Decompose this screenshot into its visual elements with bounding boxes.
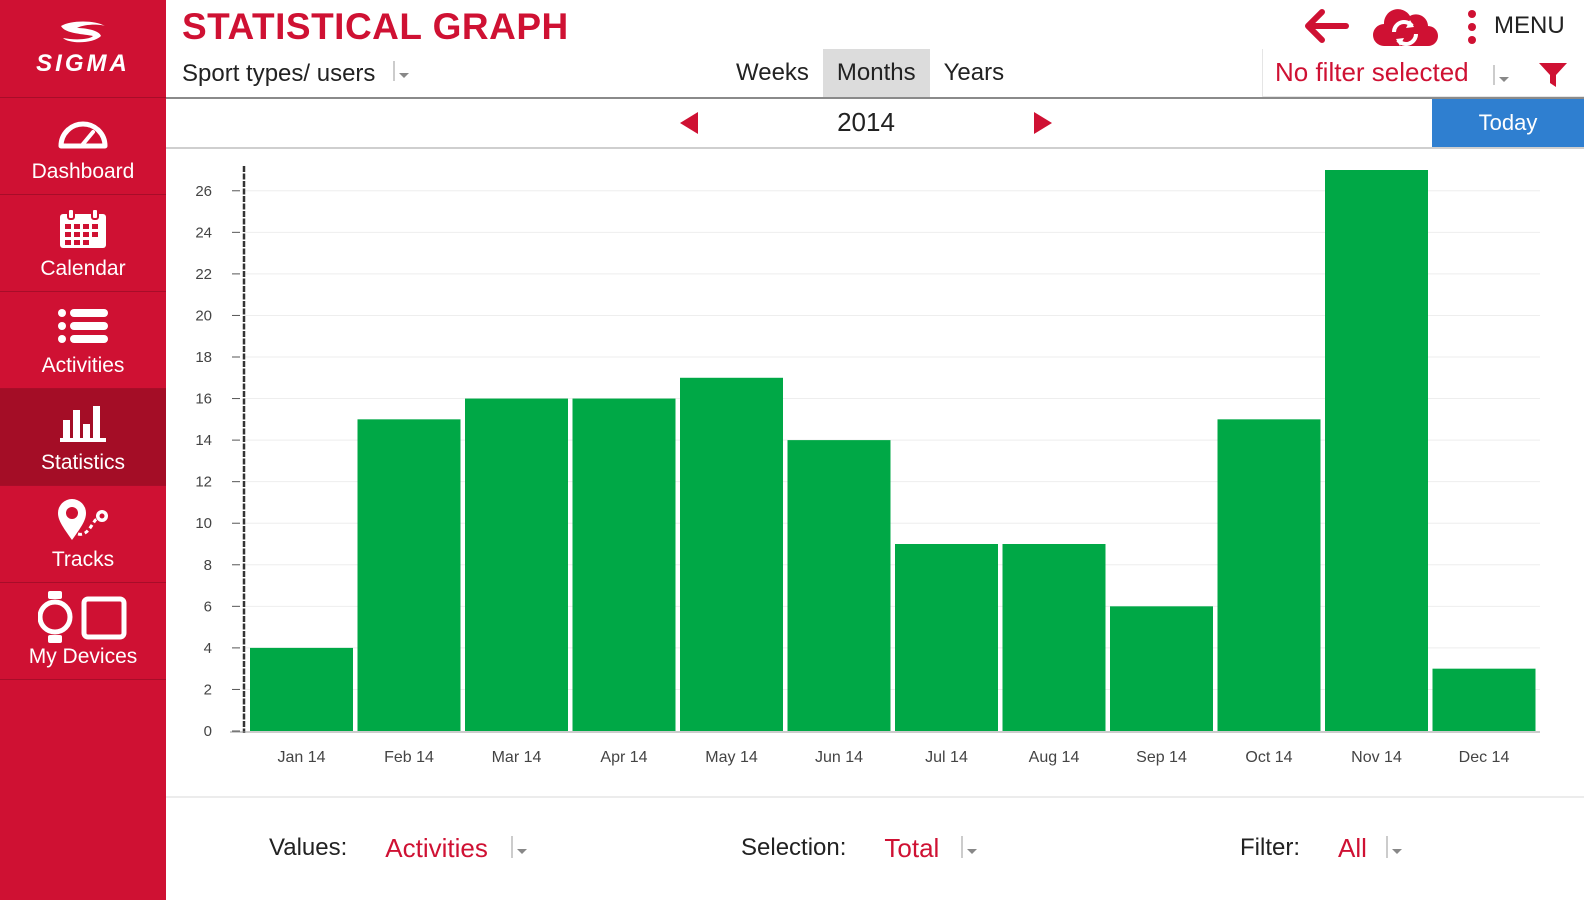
values-select-value: Activities (385, 832, 488, 863)
period-tabs: Weeks Months Years (722, 49, 1018, 97)
kebab-menu-icon[interactable] (1466, 10, 1478, 49)
bar (1325, 170, 1428, 731)
sidebar-item-tracks[interactable]: Tracks (0, 486, 166, 583)
y-tick-label: 26 (195, 183, 212, 200)
previous-year-button[interactable] (678, 111, 700, 140)
filter-all-select[interactable]: Filter: All (1240, 830, 1402, 866)
filter-label: Filter: (1240, 834, 1300, 861)
sidebar-item-label: Activities (41, 354, 125, 377)
sport-types-users-select[interactable]: Sport types/ users (182, 56, 411, 92)
x-tick-label: Feb 14 (384, 749, 434, 766)
dropdown-icon (1493, 63, 1511, 92)
sidebar-item-label: Statistics (40, 451, 126, 474)
selection-select[interactable]: Selection: Total (741, 830, 977, 866)
menu-button[interactable]: MENU (1494, 12, 1565, 39)
tab-years[interactable]: Years (943, 59, 1005, 86)
values-label: Values: (269, 834, 348, 861)
y-tick-label: 12 (195, 474, 212, 491)
y-tick-label: 24 (195, 224, 212, 241)
sidebar-item-activities[interactable]: Activities (0, 292, 166, 389)
x-tick-label: Dec 14 (1459, 749, 1510, 766)
filter-select[interactable]: No filter selected (1262, 49, 1584, 97)
calendar-icon (58, 205, 108, 253)
bar-chart-icon (59, 399, 107, 447)
bar (357, 419, 461, 731)
tab-weeks[interactable]: Weeks (736, 59, 809, 86)
y-tick-label: 16 (195, 391, 212, 408)
dropdown-icon (393, 59, 411, 90)
values-select[interactable]: Values: Activities (269, 830, 527, 866)
y-tick-label: 22 (195, 266, 212, 283)
dropdown-icon (511, 834, 529, 865)
bar (1432, 668, 1536, 731)
x-tick-label: Jul 14 (925, 749, 968, 766)
x-tick-label: Nov 14 (1351, 749, 1402, 766)
y-tick-label: 14 (195, 432, 212, 449)
sidebar-item-calendar[interactable]: Calendar (0, 195, 166, 292)
sidebar-item-label: My Devices (28, 645, 138, 668)
x-tick-label: Oct 14 (1245, 749, 1292, 766)
logo-text: SIGMA (36, 49, 130, 77)
y-tick-label: 8 (204, 557, 212, 574)
sigma-logo[interactable]: SIGMA (0, 0, 166, 98)
y-tick-label: 6 (204, 598, 212, 615)
devices-icon (38, 591, 128, 643)
x-tick-label: Jan 14 (277, 749, 325, 766)
header-divider (166, 97, 1584, 99)
year-label: 2014 (837, 107, 895, 137)
dropdown-icon (1386, 834, 1404, 865)
next-year-button[interactable] (1032, 111, 1054, 140)
sidebar-item-my-devices[interactable]: My Devices (0, 583, 166, 680)
funnel-filter-icon[interactable] (1538, 61, 1568, 94)
y-tick-label: 20 (195, 307, 212, 324)
filter-all-value: All (1338, 832, 1367, 863)
bar (1002, 544, 1106, 731)
bar (250, 647, 353, 731)
chart-divider (166, 796, 1584, 798)
back-arrow-icon[interactable] (1302, 8, 1350, 49)
sigma-swoosh-icon (61, 21, 105, 42)
statistics-chart: 0 2 4 6 8 10 12 14 16 18 20 22 24 26 Jan 14 Feb 14 Mar 1… (166, 150, 1584, 796)
filter-select-value: No filter selected (1275, 57, 1469, 87)
x-tick-label: Jun 14 (815, 749, 863, 766)
dropdown-icon (961, 834, 979, 865)
bar (787, 440, 891, 731)
x-tick-label: Aug 14 (1029, 749, 1080, 766)
chart-options-bar: Values: Activities Selection: Total Filt… (166, 800, 1584, 900)
bar (895, 544, 998, 731)
bar (465, 398, 568, 731)
sidebar: SIGMA Dashboard (0, 0, 166, 900)
bar (1217, 419, 1321, 731)
cloud-sync-icon[interactable] (1372, 6, 1438, 53)
y-tick-label: 10 (195, 515, 212, 532)
y-tick-label: 2 (204, 681, 212, 698)
today-button[interactable]: Today (1432, 99, 1584, 147)
bar (1110, 606, 1213, 731)
tab-months[interactable]: Months (822, 49, 930, 97)
sidebar-item-label: Tracks (51, 548, 115, 571)
y-tick-label: 4 (204, 640, 212, 657)
x-tick-label: May 14 (705, 749, 758, 766)
speedometer-icon (57, 108, 109, 156)
bar (572, 398, 676, 731)
sport-select-label: Sport types/ users (182, 60, 376, 87)
bar (680, 377, 783, 731)
selection-select-value: Total (884, 832, 940, 863)
sidebar-item-label: Calendar (40, 257, 126, 280)
sidebar-item-dashboard[interactable]: Dashboard (0, 98, 166, 195)
y-tick-label: 18 (195, 349, 212, 366)
route-icon (56, 496, 110, 544)
sidebar-item-statistics[interactable]: Statistics (0, 389, 166, 486)
y-tick-label: 0 (204, 723, 212, 740)
selection-label: Selection: (741, 834, 847, 861)
x-tick-label: Mar 14 (492, 749, 542, 766)
page-title: STATISTICAL GRAPH (182, 6, 569, 47)
x-tick-label: Sep 14 (1136, 749, 1187, 766)
sidebar-item-label: Dashboard (31, 160, 135, 183)
year-navigation: 2014 Today (166, 99, 1584, 149)
x-tick-label: Apr 14 (600, 749, 647, 766)
list-icon (57, 302, 109, 350)
